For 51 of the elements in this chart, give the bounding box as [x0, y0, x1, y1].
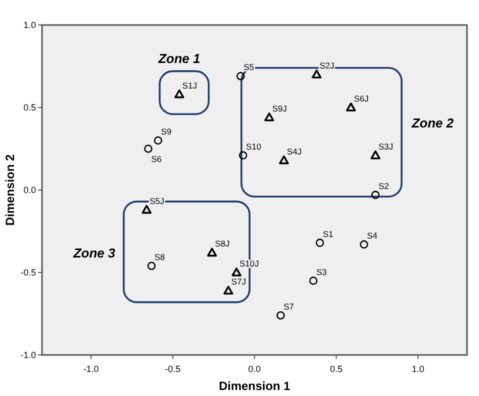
x-tick-label: 0.0	[248, 364, 261, 374]
point	[232, 268, 242, 276]
x-axis-title: Dimension 1	[218, 379, 290, 393]
point	[312, 70, 322, 78]
annotation: S6J	[354, 94, 369, 104]
annotation: S10	[246, 141, 262, 152]
point	[238, 151, 248, 160]
y-tick-label: 1.0	[23, 20, 36, 30]
y-tick-label: 0.5	[23, 102, 36, 112]
point	[276, 311, 285, 320]
point	[371, 190, 380, 200]
annotation: S2	[378, 180, 390, 191]
annotation: S9	[161, 126, 172, 136]
point	[346, 102, 356, 112]
y-axis-title: Dimension 2	[3, 154, 17, 226]
x-tick-label: -0.5	[165, 364, 181, 374]
point	[316, 238, 324, 247]
point	[236, 72, 245, 80]
point	[207, 248, 217, 257]
annotation: S7J	[231, 276, 246, 287]
point	[144, 144, 152, 153]
point	[309, 276, 318, 285]
annotation: S3	[316, 266, 328, 277]
y-tick-label: -1.0	[20, 350, 36, 360]
x-tick-label: -1.0	[83, 364, 99, 374]
y-tick-label: 0.0	[23, 185, 36, 195]
point	[279, 155, 289, 164]
annotation: S4J	[286, 146, 302, 156]
annotation: Zone 2	[410, 115, 454, 130]
annotation: S1J	[182, 80, 197, 90]
annotation: S7	[284, 301, 294, 312]
point	[264, 112, 274, 122]
annotation: S4	[367, 230, 378, 240]
point	[147, 262, 156, 270]
point	[370, 150, 380, 160]
point	[360, 240, 368, 249]
point	[154, 136, 162, 145]
annotation: S8	[154, 252, 166, 262]
annotation: Zone 3	[72, 246, 116, 261]
annotation: S3J	[378, 141, 394, 152]
annotation: S1	[322, 228, 334, 239]
annotation: Zone 1	[157, 51, 200, 66]
annotation: S8J	[215, 238, 230, 249]
point	[142, 204, 152, 214]
point	[174, 89, 184, 98]
x-tick-label: 0.5	[330, 364, 342, 374]
annotation: S9J	[272, 103, 287, 114]
annotation: S6	[151, 154, 162, 164]
x-tick-label: 1.0	[412, 364, 424, 374]
y-tick-label: -0.5	[20, 268, 36, 278]
point	[223, 286, 234, 295]
